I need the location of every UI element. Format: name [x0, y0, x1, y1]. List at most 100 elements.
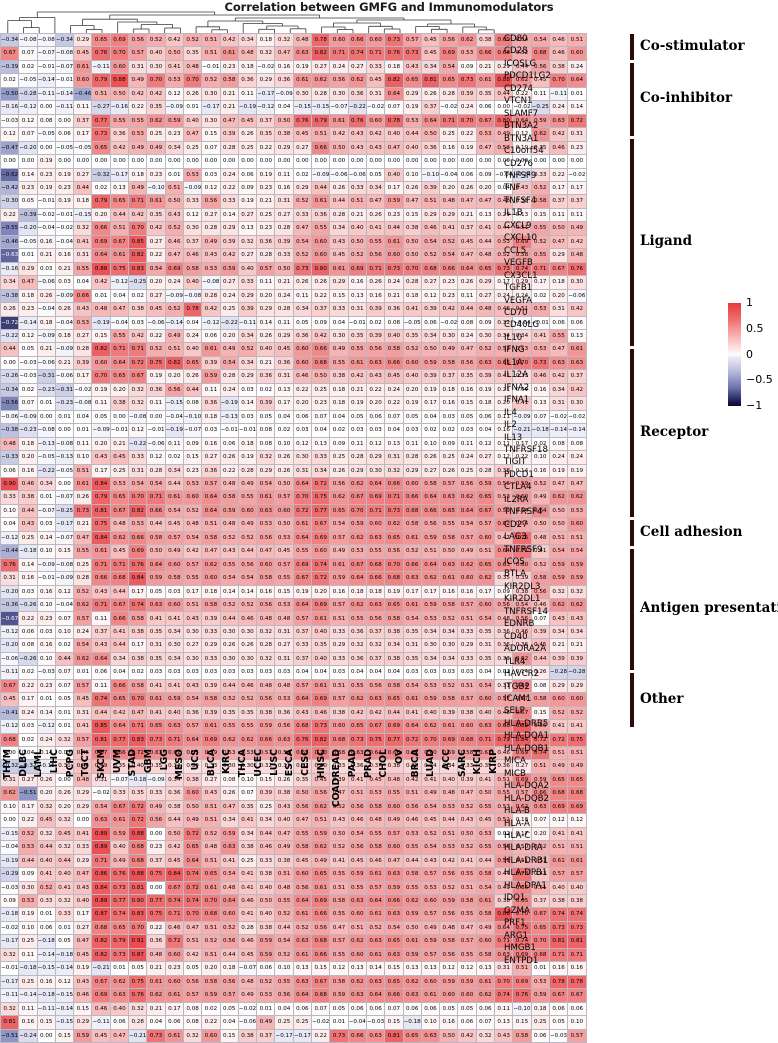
heatmap-cell: 0.47	[329, 920, 349, 936]
heatmap-cell: 0.38	[237, 1028, 258, 1043]
heatmap-cell: 0.56	[201, 194, 221, 209]
heatmap-cell: −0.17	[0, 934, 20, 949]
heatmap-cell: −0.01	[0, 961, 20, 976]
heatmap-cell: 0.64	[292, 598, 313, 613]
heatmap-cell: −0.22	[0, 328, 20, 344]
heatmap-cell: 0.71	[164, 907, 184, 922]
heatmap-cell: 0.30	[237, 624, 258, 640]
heatmap-cell: 0.13	[274, 382, 294, 398]
heatmap-cell: 0.51	[347, 920, 367, 936]
heatmap-cell: 0.56	[274, 988, 294, 1003]
heatmap-cell: 0.61	[201, 880, 221, 896]
heatmap-cell: 0.56	[329, 476, 349, 492]
heatmap-cell: −0.15	[73, 207, 93, 223]
heatmap-cell: 0.49	[146, 140, 166, 156]
heatmap-cell: 0.58	[146, 530, 166, 546]
heatmap-cell: 0.10	[0, 503, 20, 519]
heatmap-cell: 0.47	[457, 194, 477, 209]
heatmap-cell: 0.23	[182, 463, 203, 478]
heatmap-cell: 0.17	[420, 584, 441, 600]
heatmap-cell: 0.81	[384, 1028, 404, 1043]
heatmap-cell: 0.57	[365, 880, 386, 896]
heatmap-cell: 0.10	[420, 1015, 441, 1030]
heatmap-cell: −0.17	[109, 167, 130, 183]
heatmap-cell: 0.59	[311, 826, 331, 842]
heatmap-cell: 0.76	[384, 46, 404, 61]
heatmap-cell: −0.04	[36, 221, 56, 236]
heatmap-cell: 0.11	[73, 100, 93, 115]
heatmap-cell: −0.04	[36, 302, 56, 317]
heatmap-cell: 0.28	[146, 463, 166, 478]
heatmap-cell: −0.25	[530, 100, 550, 115]
heatmap-cell: 0.54	[475, 880, 496, 896]
heatmap-cell: 0.41	[237, 880, 258, 896]
heatmap-cell: 0.22	[146, 328, 166, 344]
heatmap-cell: 0.27	[73, 920, 93, 936]
heatmap-cell: 0.06	[219, 436, 239, 452]
heatmap-cell: −0.06	[36, 275, 56, 290]
heatmap-cell: 0.54	[292, 234, 313, 250]
heatmap-cell: 0.28	[73, 342, 93, 357]
heatmap-cell: 0.66	[384, 355, 404, 371]
heatmap-cell: 0.21	[54, 355, 75, 371]
heatmap-cell: 0.48	[182, 59, 203, 75]
heatmap-cell: 0.33	[512, 369, 532, 384]
heatmap-cell: 0.30	[182, 221, 203, 236]
heatmap-cell: 0.60	[237, 503, 258, 519]
heatmap-cell: 0.12	[548, 813, 569, 828]
heatmap-cell: 0.22	[256, 140, 276, 156]
heatmap-cell: 0.12	[18, 328, 38, 344]
heatmap-cell: 0.37	[146, 853, 166, 869]
heatmap-cell: −0.09	[36, 557, 56, 573]
heatmap-cell: 0.69	[164, 261, 184, 277]
heatmap-cell: 0.54	[475, 678, 496, 694]
column-label: BRCA	[409, 749, 421, 778]
heatmap-cell: −0.32	[18, 759, 38, 774]
heatmap-cell: 0.27	[146, 288, 166, 304]
heatmap-cell: 0.27	[237, 207, 258, 223]
heatmap-cell: 0.64	[182, 732, 203, 748]
heatmap-cell: −0.17	[274, 1028, 294, 1043]
heatmap-cell: 0.84	[164, 867, 184, 882]
heatmap-cell: 0.47	[402, 194, 422, 209]
heatmap-cell: 0.70	[457, 113, 477, 129]
heatmap-cell: 0.02	[439, 423, 459, 438]
table-row: −0.20 0.03 0.16 0.12 0.52 0.43 0.44 0.17 0.05 0.0…	[0, 584, 587, 600]
heatmap-cell: 0.66	[402, 557, 422, 573]
heatmap-cell: 0.59	[420, 530, 441, 546]
heatmap-cell: 0.47	[73, 934, 93, 949]
heatmap-cell: 0.42	[548, 127, 569, 142]
heatmap-cell: 0.34	[384, 638, 404, 653]
heatmap-cell: 0.68	[365, 557, 386, 573]
heatmap-cell: 0.04	[292, 665, 313, 680]
heatmap-cell: 0.04	[0, 517, 20, 532]
heatmap-cell: 0.67	[109, 234, 130, 250]
heatmap-cell: 0.59	[146, 571, 166, 586]
heatmap-cell: 0.54	[512, 32, 532, 48]
heatmap-cell: 0.82	[311, 732, 331, 748]
heatmap-cell: −0.41	[0, 705, 20, 721]
heatmap-cell: 0.35	[402, 624, 422, 640]
heatmap-cell: 0.23	[567, 140, 587, 156]
heatmap-cell: 0.52	[164, 221, 184, 236]
table-row: −0.47 −0.20 0.00 −0.05 −0.05 0.65 0.42 0.49 0.49…	[0, 140, 587, 156]
heatmap-cell: 0.69	[548, 799, 569, 815]
heatmap-cell: 0.32	[475, 1028, 496, 1043]
heatmap-cell: 0.00	[201, 154, 221, 169]
heatmap-cell: 0.70	[420, 732, 441, 748]
heatmap-cell: 0.06	[548, 1001, 569, 1017]
heatmap-cell: 0.68	[91, 920, 111, 936]
heatmap-cell: 0.87	[91, 907, 111, 922]
heatmap-cell: 0.64	[219, 893, 239, 909]
heatmap-cell: 0.16	[18, 463, 38, 478]
heatmap-cell: 0.31	[347, 302, 367, 317]
heatmap-cell: 0.57	[182, 557, 203, 573]
heatmap-cell: 0.73	[146, 732, 166, 748]
heatmap-cell: 0.39	[201, 355, 221, 371]
heatmap-cell: 0.24	[164, 275, 184, 290]
heatmap-cell: 0.07	[384, 100, 404, 115]
heatmap-cell: 0.50	[311, 369, 331, 384]
heatmap-cell: 0.04	[420, 409, 441, 425]
row-label: HLA-DRB1	[504, 855, 549, 866]
heatmap-cell: 0.58	[256, 571, 276, 586]
